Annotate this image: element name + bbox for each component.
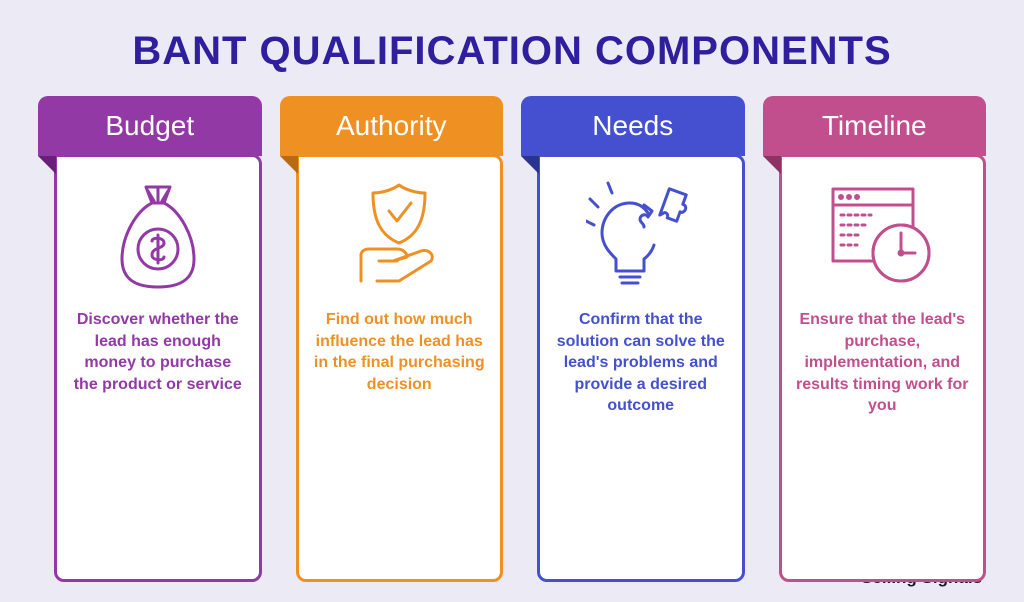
tab-fold [38, 156, 56, 174]
window-clock-icon [827, 181, 937, 291]
tab-budget: Budget [38, 96, 262, 156]
money-bag-icon [103, 181, 213, 291]
card-description: Ensure that the lead's purchase, impleme… [796, 309, 970, 417]
card-timeline: Timeline [763, 96, 987, 582]
tab-fold [763, 156, 781, 174]
shield-check-hand-icon [344, 181, 454, 291]
tab-authority: Authority [280, 96, 504, 156]
card-description: Discover whether the lead has enough mon… [71, 309, 245, 395]
tab-timeline: Timeline [763, 96, 987, 156]
card-body-budget: Discover whether the lead has enough mon… [54, 154, 262, 582]
card-needs: Needs Confirm that the so [521, 96, 745, 582]
tab-needs: Needs [521, 96, 745, 156]
card-body-timeline: Ensure that the lead's purchase, impleme… [779, 154, 987, 582]
cards-row: Budget Discover whether the lead has eno… [38, 96, 986, 582]
tab-label: Budget [105, 110, 194, 141]
tab-label: Authority [336, 110, 447, 141]
page-title: BANT QUALIFICATION COMPONENTS [38, 30, 986, 72]
bulb-puzzle-icon [586, 181, 696, 291]
card-description: Find out how much influence the lead has… [313, 309, 487, 395]
card-description: Confirm that the solution can solve the … [554, 309, 728, 417]
tab-label: Timeline [822, 110, 927, 141]
infographic-page: BANT QUALIFICATION COMPONENTS Budget [0, 0, 1024, 602]
tab-label: Needs [592, 110, 673, 141]
card-body-authority: Find out how much influence the lead has… [296, 154, 504, 582]
card-body-needs: Confirm that the solution can solve the … [537, 154, 745, 582]
tab-fold [280, 156, 298, 174]
card-budget: Budget Discover whether the lead has eno… [38, 96, 262, 582]
card-authority: Authority Find out how much influence th… [280, 96, 504, 582]
tab-fold [521, 156, 539, 174]
